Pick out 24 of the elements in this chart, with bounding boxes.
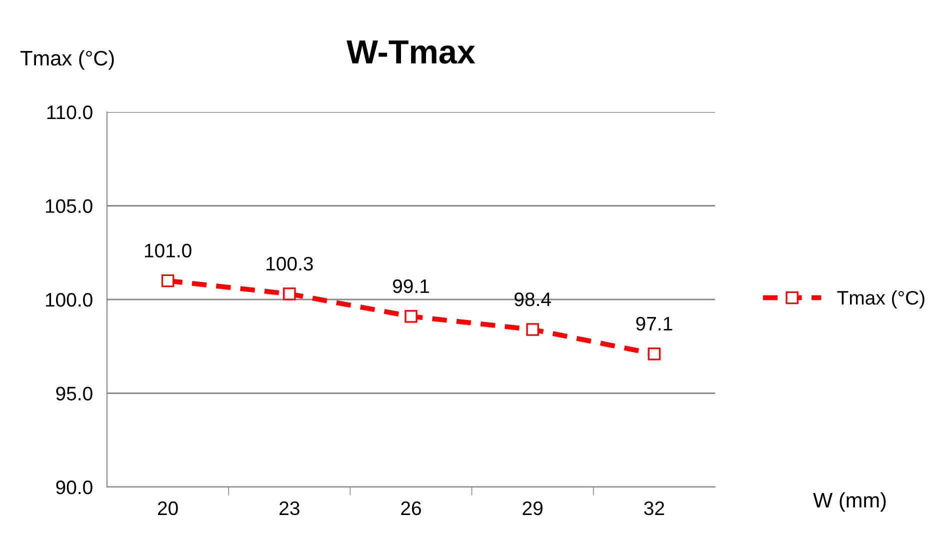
x-tick-label: 23 [280, 501, 300, 516]
x-axis-title: W (mm) [813, 492, 886, 512]
data-label: 101.0 [144, 244, 192, 258]
x-tick-label: 20 [158, 501, 178, 516]
data-label: 98.4 [514, 292, 551, 306]
legend-label: Tmax (°C) [837, 290, 924, 309]
point [648, 347, 661, 360]
y-tick-label: 100.0 [46, 292, 92, 307]
data-label: 99.1 [392, 279, 429, 294]
data-label: 97.1 [636, 316, 672, 331]
y-tick-label: 90.0 [56, 480, 92, 494]
data-label: 100.3 [266, 256, 313, 271]
y-axis-title: Tmax (°C) [20, 50, 114, 70]
x-tick-label: 26 [401, 501, 421, 516]
y-tick-label: 110.0 [47, 105, 92, 120]
y-tick-label: 95.0 [56, 386, 92, 400]
point [283, 287, 296, 300]
point [404, 310, 418, 323]
x-tick-label: 29 [522, 501, 542, 516]
point [161, 274, 174, 288]
x-tick-label: 32 [644, 501, 664, 516]
point [526, 323, 539, 336]
chart-title: W-Tmax [346, 40, 476, 64]
y-tick-label: 105.0 [46, 199, 92, 213]
